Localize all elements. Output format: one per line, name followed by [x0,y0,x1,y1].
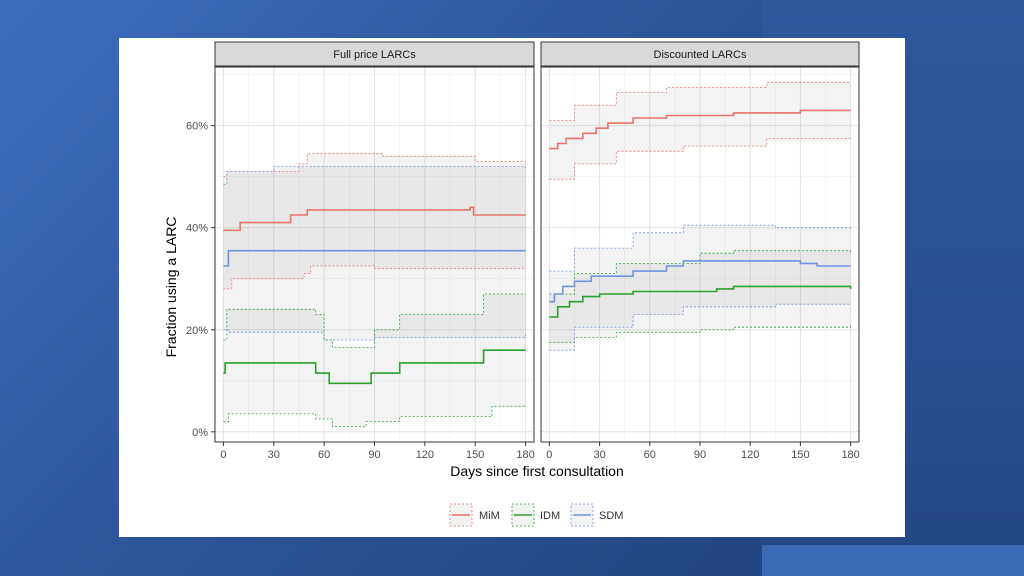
faceted-line-chart: Full price LARCs 0 30 60 90 120 150 180 0% 20% 40%… [163,41,860,527]
panel-full-price-larcs-strip [214,41,535,67]
legend-label-idm: IDM [540,510,560,522]
series-line-mim [549,109,851,150]
x-tick-label: 150 [791,449,809,461]
legend-label-sdm: SDM [599,510,623,522]
x-tick-label: 180 [516,449,534,461]
x-tick-label: 0 [546,449,552,461]
chart-card: Full price LARCs 0 30 60 90 120 150 180 0% 20% 40%… [119,38,905,537]
background-strip [762,545,1024,576]
legend-key-mim [449,503,473,527]
bound-lower-sdm [549,303,851,351]
ribbon-idm [223,294,526,427]
y-tick-label: 40% [186,223,208,235]
series-line-idm [223,349,526,385]
x-tick-label: 120 [741,449,759,461]
bound-upper-sdm [223,166,527,185]
panel-discounted-larcs-title: Discounted LARCs [654,49,747,61]
x-tick-label: 30 [268,449,280,461]
y-tick-label: 60% [186,121,208,133]
y-axis-title: Fraction using a LARC [163,217,179,358]
x-tick-label: 150 [466,449,484,461]
panel-discounted-larcs-strip [540,41,860,67]
panel-full-price-larcs-title: Full price LARCs [333,49,416,61]
x-tick-label: 60 [644,449,656,461]
ribbon-mim [549,82,851,180]
legend-key-idm [511,503,535,527]
legend-label-mim: MiM [479,510,500,522]
bound-upper-mim [223,153,526,178]
ribbon-sdm [549,225,851,351]
panel-full-price-larcs: Full price LARCs 0 30 60 90 120 150 180 0% 20% 40%… [186,41,535,461]
series-line-mim [223,206,526,232]
x-axis-title: Days since first consultation [450,463,624,479]
bound-upper-sdm [549,224,851,272]
bound-lower-mim [549,138,851,180]
bound-upper-idm [549,250,851,295]
x-tick-label: 180 [841,449,859,461]
series-line-idm [549,285,852,318]
legend: MiM IDM SDM [449,503,623,527]
y-tick-label: 20% [186,325,208,337]
x-tick-label: 30 [593,449,605,461]
ribbon-mim [223,153,526,289]
ribbon-sdm [223,166,526,340]
bound-upper-idm [223,293,526,349]
y-tick-label: 0% [192,427,208,439]
legend-key-sdm [570,503,594,527]
ribbon-idm [549,250,851,343]
panel-discounted-larcs: Discounted LARCs 0 30 60 90 120 150 180 [540,41,860,461]
x-tick-label: 120 [416,449,434,461]
series-line-sdm [223,249,526,267]
bound-lower-mim [223,265,526,290]
bound-upper-mim [549,81,851,121]
x-tick-label: 0 [220,449,226,461]
x-tick-label: 60 [318,449,330,461]
x-tick-label: 90 [368,449,380,461]
series-line-sdm [549,260,851,303]
bound-lower-sdm [223,329,527,341]
x-tick-label: 90 [694,449,706,461]
